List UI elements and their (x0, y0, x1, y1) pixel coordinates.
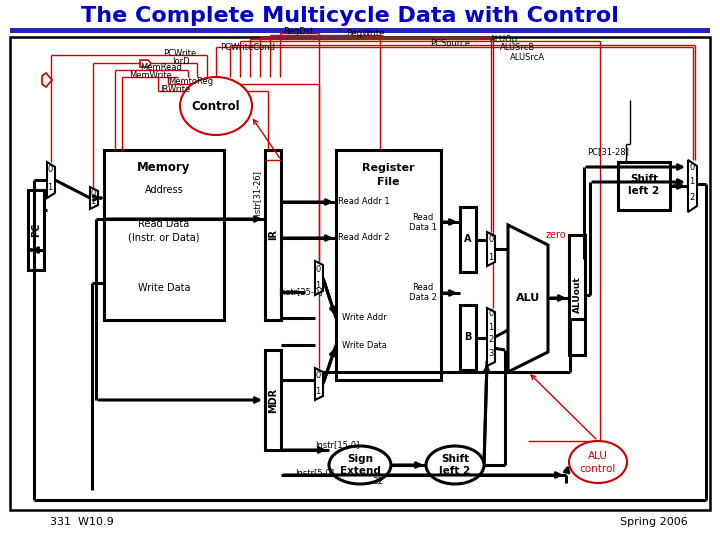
Polygon shape (140, 60, 151, 67)
Text: ALUSrcB: ALUSrcB (500, 44, 535, 52)
Bar (0, 0, 720, 30)
Text: 1: 1 (488, 322, 494, 332)
Bar (460, 305, 476, 370)
Text: Data 2: Data 2 (409, 294, 437, 302)
Bar (336, 150, 441, 380)
Text: PC: PC (31, 223, 41, 237)
Text: control: control (580, 464, 616, 474)
Text: Shift: Shift (630, 174, 658, 184)
Text: Read Data: Read Data (138, 219, 189, 229)
Text: ALUSrcA: ALUSrcA (510, 52, 545, 62)
Text: Memory: Memory (138, 161, 191, 174)
Text: MemtoReg: MemtoReg (168, 78, 213, 86)
Polygon shape (90, 187, 98, 209)
Text: ALU: ALU (516, 293, 540, 303)
Text: Read: Read (413, 284, 433, 293)
Text: PCSource: PCSource (430, 39, 470, 49)
Bar (10, 28, 710, 33)
Text: Control: Control (192, 99, 240, 112)
Ellipse shape (180, 77, 252, 135)
Text: 1: 1 (48, 184, 53, 192)
Text: left 2: left 2 (629, 186, 660, 196)
Text: 331  W10.9: 331 W10.9 (50, 517, 114, 527)
Text: Instr[31-26]: Instr[31-26] (253, 170, 261, 220)
Text: 28: 28 (670, 181, 682, 191)
Text: 1: 1 (689, 178, 695, 186)
Text: MemRead: MemRead (140, 64, 182, 72)
Text: 0: 0 (315, 372, 320, 381)
Text: Write Data: Write Data (341, 341, 387, 349)
Bar (104, 150, 224, 320)
Bar (265, 350, 281, 450)
Text: IR: IR (268, 230, 278, 240)
Text: IRWrite: IRWrite (160, 84, 190, 93)
Polygon shape (42, 73, 52, 87)
Text: Instr[25-0]: Instr[25-0] (278, 287, 322, 296)
Bar (10, 37, 710, 510)
Text: The Complete Multicycle Data with Control: The Complete Multicycle Data with Contro… (81, 6, 619, 26)
Text: Data 1: Data 1 (409, 224, 437, 233)
Bar (460, 207, 476, 272)
Bar (265, 150, 281, 320)
Text: 3: 3 (488, 348, 494, 357)
Text: Register: Register (362, 163, 415, 173)
Bar (28, 190, 44, 270)
Text: B: B (464, 333, 472, 342)
Text: 0: 0 (91, 188, 96, 198)
Text: 0: 0 (48, 165, 53, 174)
Text: Instr[5-0]: Instr[5-0] (295, 469, 334, 477)
Text: Sign: Sign (347, 454, 373, 464)
Text: 32: 32 (372, 476, 384, 485)
Text: ALUout: ALUout (572, 276, 582, 313)
Text: 1: 1 (488, 253, 494, 261)
Text: 1: 1 (91, 198, 96, 206)
Text: 0: 0 (315, 265, 320, 273)
Ellipse shape (569, 441, 627, 483)
Polygon shape (508, 225, 548, 372)
Text: 2: 2 (689, 192, 695, 201)
Text: Write Data: Write Data (138, 283, 190, 293)
Bar (618, 162, 670, 210)
Text: PCWriteCond: PCWriteCond (220, 44, 275, 52)
Text: PC[31-28]: PC[31-28] (587, 147, 629, 157)
Text: (Instr. or Data): (Instr. or Data) (128, 233, 199, 243)
Text: Read: Read (413, 213, 433, 222)
Text: Write Addr: Write Addr (341, 314, 387, 322)
Text: File: File (377, 177, 400, 187)
Text: ALUOp: ALUOp (490, 36, 518, 44)
Polygon shape (47, 162, 55, 198)
Text: zero: zero (546, 230, 567, 240)
Text: 1: 1 (315, 281, 320, 291)
Text: Shift: Shift (441, 454, 469, 464)
Text: Spring 2006: Spring 2006 (620, 517, 688, 527)
Text: 1: 1 (315, 387, 320, 395)
Text: RegWrite: RegWrite (346, 30, 384, 38)
Text: 2: 2 (488, 335, 494, 345)
Text: Extend: Extend (340, 466, 380, 476)
Polygon shape (487, 232, 495, 266)
Text: ALU: ALU (588, 451, 608, 461)
Text: Address: Address (145, 185, 184, 195)
Text: A: A (464, 234, 472, 245)
Text: MemWrite: MemWrite (129, 71, 172, 79)
Text: Read Addr 2: Read Addr 2 (338, 233, 390, 242)
Text: IorD: IorD (172, 57, 190, 65)
Ellipse shape (329, 446, 391, 484)
Polygon shape (315, 368, 323, 400)
Text: Read Addr 1: Read Addr 1 (338, 198, 390, 206)
Bar (569, 235, 585, 355)
Polygon shape (487, 308, 495, 366)
Text: 0: 0 (689, 163, 695, 172)
Polygon shape (688, 160, 697, 212)
Text: RegDst: RegDst (283, 28, 313, 37)
Polygon shape (315, 261, 323, 295)
Text: Instr[15-0]: Instr[15-0] (315, 441, 359, 449)
Text: left 2: left 2 (439, 466, 471, 476)
Ellipse shape (426, 446, 484, 484)
Text: 0: 0 (488, 235, 494, 245)
Text: 0: 0 (488, 309, 494, 319)
Text: MDR: MDR (268, 387, 278, 413)
Text: PCWrite: PCWrite (163, 49, 196, 57)
